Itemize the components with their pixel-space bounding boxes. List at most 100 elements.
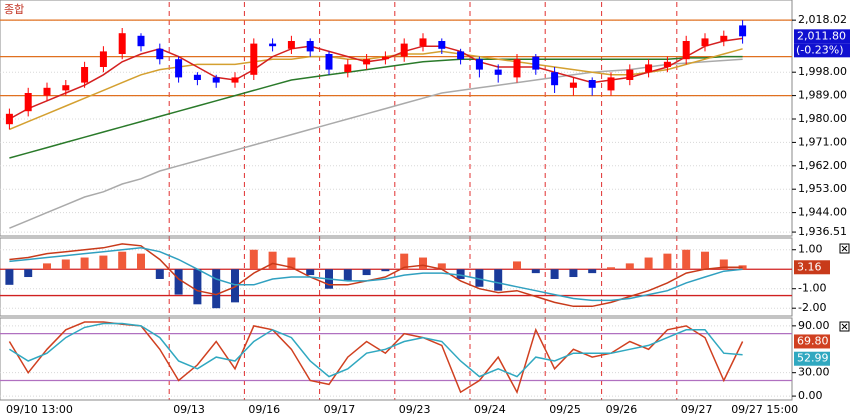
- candle-body: [43, 87, 51, 96]
- oscillator-bar: [419, 257, 427, 270]
- candle-body: [739, 25, 747, 37]
- candle-body: [62, 85, 70, 91]
- oscillator-bar: [24, 269, 33, 278]
- last-value-box: [794, 351, 830, 366]
- oscillator-bar: [287, 257, 296, 270]
- last-value-label: 3.16: [797, 260, 822, 273]
- candle-body: [438, 41, 446, 49]
- y-tick-label: 1,998.00: [798, 65, 847, 78]
- panel-frame: [0, 0, 793, 237]
- candle-body: [306, 41, 314, 52]
- candle-body: [24, 93, 32, 112]
- oscillator-bar: [719, 259, 728, 270]
- oscillator-bar: [61, 259, 70, 270]
- last-price-label: 2,011.80: [797, 29, 846, 42]
- oscillator-bar: [231, 269, 239, 303]
- change-label: (-0.23%): [796, 43, 844, 56]
- oscillator-bar: [569, 269, 578, 278]
- candle-body: [231, 77, 239, 83]
- last-price-box: [794, 29, 850, 44]
- oscillator-bar: [531, 269, 540, 274]
- y-tick-label: 1,989.00: [798, 89, 847, 102]
- oscillator-bar: [400, 253, 409, 270]
- oscillator-bar: [306, 269, 315, 276]
- index-label: 종합: [4, 3, 24, 16]
- oscillator-bar: [663, 253, 672, 270]
- candle-body: [99, 51, 107, 67]
- candle-body: [118, 33, 126, 54]
- x-tick-label: 09/26: [606, 403, 638, 416]
- oscillator-bar: [644, 257, 653, 270]
- candle-body: [457, 51, 465, 60]
- candle-body: [325, 54, 333, 70]
- oscillator-bar: [625, 263, 634, 270]
- candle-body: [250, 43, 258, 75]
- x-tick-label: 09/16: [248, 403, 280, 416]
- x-tick-label: 09/23: [399, 403, 431, 416]
- oscillator-bar: [268, 251, 277, 270]
- indicator-line: [9, 48, 743, 131]
- oscillator-bar: [682, 249, 691, 270]
- x-tick-label: 09/17: [324, 403, 356, 416]
- candle-body: [532, 56, 540, 70]
- candle-body: [5, 113, 13, 125]
- y-tick-label: 1,936.51: [798, 225, 847, 238]
- last-value-box: [794, 334, 830, 349]
- candle-body: [663, 61, 671, 67]
- oscillator-bar: [137, 253, 145, 270]
- indicator-line: [9, 322, 743, 378]
- candle-body: [701, 38, 709, 47]
- candle-body: [363, 59, 371, 65]
- candle-body: [475, 59, 483, 70]
- last-value-box: [794, 260, 830, 275]
- y-tick-label: 1,944.00: [798, 206, 847, 219]
- panel-frame: [0, 237, 793, 317]
- last-value-label: 52.99: [797, 352, 829, 365]
- y-tick-label: 90.00: [798, 319, 830, 332]
- candle-body: [137, 35, 145, 47]
- oscillator-bar: [43, 263, 51, 270]
- oscillator-bar: [118, 251, 127, 270]
- x-tick-label: 09/10 13:00: [6, 403, 73, 416]
- close-button[interactable]: [839, 243, 850, 254]
- candle-body: [607, 77, 615, 91]
- oscillator-bar: [5, 269, 14, 285]
- oscillator-bar: [155, 269, 164, 279]
- oscillator-bar: [588, 269, 597, 274]
- oscillator-bar: [456, 269, 465, 279]
- candle-body: [287, 41, 295, 49]
- oscillator-bar: [494, 269, 503, 291]
- y-tick-label: -2.00: [798, 301, 826, 314]
- oscillator-bar: [343, 269, 352, 281]
- y-tick-label: -1.00: [798, 282, 826, 295]
- candle-body: [269, 43, 277, 47]
- candle-body: [419, 38, 427, 47]
- candle-body: [381, 56, 389, 60]
- candle-body: [626, 69, 634, 80]
- oscillator-bar: [550, 269, 559, 279]
- x-tick-label: 09/27: [681, 403, 713, 416]
- oscillator-bar: [475, 269, 484, 287]
- candle-body: [645, 64, 653, 73]
- y-tick-label: 1,962.00: [798, 159, 847, 172]
- oscillator-bar: [99, 255, 108, 270]
- close-button[interactable]: [839, 321, 850, 332]
- oscillator-bar: [249, 249, 258, 270]
- candle-body: [81, 67, 89, 83]
- oscillator-bar: [80, 257, 89, 270]
- oscillator-bar: [193, 269, 202, 305]
- oscillator-bar: [437, 263, 446, 270]
- y-tick-label: 1,953.00: [798, 182, 847, 195]
- y-tick-label: 1,971.00: [798, 135, 847, 148]
- oscillator-bar: [381, 269, 390, 272]
- candle-body: [513, 59, 521, 78]
- candle-body: [569, 82, 577, 88]
- x-tick-label: 09/27 15:00: [731, 403, 798, 416]
- last-value-label: 69.80: [797, 334, 829, 347]
- indicator-line: [9, 58, 743, 229]
- oscillator-bar: [212, 269, 221, 309]
- x-tick-label: 09/25: [549, 403, 581, 416]
- candle-body: [344, 64, 352, 73]
- oscillator-bar: [362, 269, 371, 276]
